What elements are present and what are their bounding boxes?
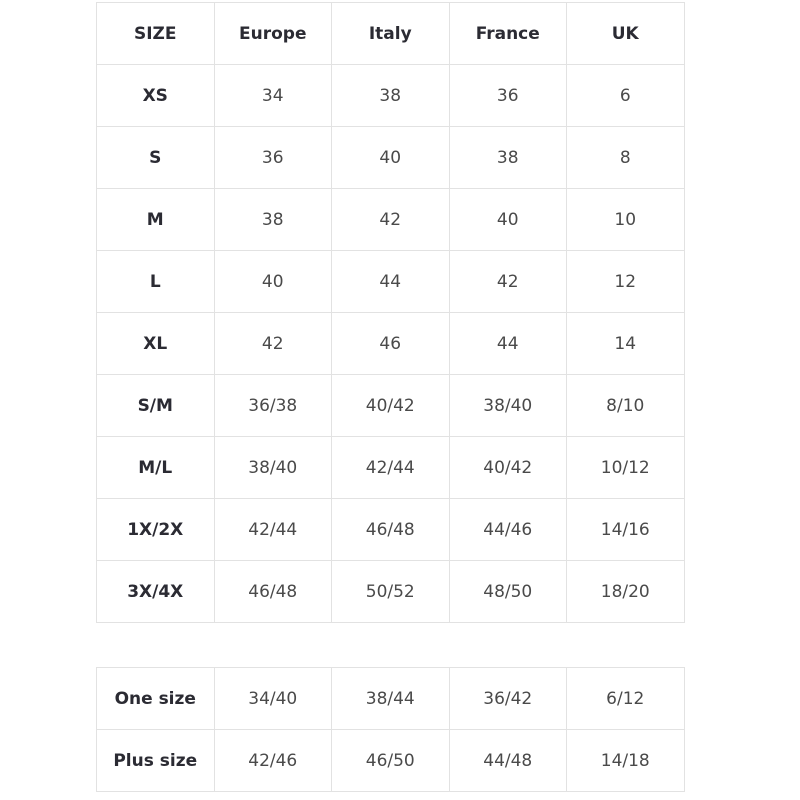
size-value-cell: 36 — [448, 64, 567, 127]
size-value-cell: 42 — [331, 188, 450, 251]
size-value-cell: 44/46 — [448, 498, 567, 561]
size-label-cell: S/M — [96, 374, 215, 437]
size-value-cell: 46/48 — [331, 498, 450, 561]
size-value-cell: 50/52 — [331, 560, 450, 623]
size-value-cell: 18/20 — [566, 560, 685, 623]
size-value-cell: 40 — [331, 126, 450, 189]
column-header: SIZE — [96, 2, 215, 65]
size-label-cell: 1X/2X — [96, 498, 215, 561]
one-plus-size-table: One size 34/40 38/44 36/42 6/12 Plus size 42/4… — [96, 667, 685, 792]
table-row: 1X/2X 42/44 46/48 44/46 14/16 — [96, 498, 685, 561]
table-row: M 38 42 40 10 — [96, 188, 685, 251]
size-value-cell: 36/42 — [448, 667, 567, 730]
size-value-cell: 6/12 — [566, 667, 685, 730]
column-header: France — [448, 2, 567, 65]
size-value-cell: 8 — [566, 126, 685, 189]
size-conversion-table: SIZE Europe Italy France UK XS 34 38 36 6 S 36 40 38 8… — [96, 2, 685, 623]
size-value-cell: 40/42 — [448, 436, 567, 499]
size-value-cell: 8/10 — [566, 374, 685, 437]
size-value-cell: 38/40 — [213, 436, 332, 499]
size-value-cell: 12 — [566, 250, 685, 313]
column-header: UK — [566, 2, 685, 65]
size-value-cell: 36 — [213, 126, 332, 189]
size-value-cell: 46/48 — [213, 560, 332, 623]
size-value-cell: 42/46 — [213, 729, 332, 792]
size-value-cell: 44/48 — [448, 729, 567, 792]
size-value-cell: 38 — [331, 64, 450, 127]
size-value-cell: 14 — [566, 312, 685, 375]
size-value-cell: 40/42 — [331, 374, 450, 437]
size-value-cell: 44 — [331, 250, 450, 313]
size-value-cell: 14/18 — [566, 729, 685, 792]
size-value-cell: 46 — [331, 312, 450, 375]
column-header: Europe — [213, 2, 332, 65]
size-value-cell: 14/16 — [566, 498, 685, 561]
size-value-cell: 34/40 — [213, 667, 332, 730]
column-header: Italy — [331, 2, 450, 65]
size-value-cell: 42 — [448, 250, 567, 313]
size-label-cell: One size — [96, 667, 215, 730]
table-row: XL 42 46 44 14 — [96, 312, 685, 375]
size-label-cell: S — [96, 126, 215, 189]
table-row: Plus size 42/46 46/50 44/48 14/18 — [96, 729, 685, 792]
size-label-cell: 3X/4X — [96, 560, 215, 623]
size-value-cell: 42/44 — [331, 436, 450, 499]
table-row: L 40 44 42 12 — [96, 250, 685, 313]
table-row: One size 34/40 38/44 36/42 6/12 — [96, 667, 685, 730]
size-value-cell: 40 — [213, 250, 332, 313]
size-value-cell: 48/50 — [448, 560, 567, 623]
size-value-cell: 42 — [213, 312, 332, 375]
size-value-cell: 36/38 — [213, 374, 332, 437]
size-label-cell: Plus size — [96, 729, 215, 792]
size-label-cell: L — [96, 250, 215, 313]
table-row: XS 34 38 36 6 — [96, 64, 685, 127]
size-value-cell: 38 — [448, 126, 567, 189]
size-value-cell: 44 — [448, 312, 567, 375]
size-label-cell: M — [96, 188, 215, 251]
size-value-cell: 38/40 — [448, 374, 567, 437]
size-value-cell: 10 — [566, 188, 685, 251]
size-value-cell: 6 — [566, 64, 685, 127]
size-value-cell: 46/50 — [331, 729, 450, 792]
table-row: S 36 40 38 8 — [96, 126, 685, 189]
table-row: S/M 36/38 40/42 38/40 8/10 — [96, 374, 685, 437]
size-value-cell: 38 — [213, 188, 332, 251]
size-value-cell: 34 — [213, 64, 332, 127]
size-label-cell: XS — [96, 64, 215, 127]
size-label-cell: M/L — [96, 436, 215, 499]
table-row: 3X/4X 46/48 50/52 48/50 18/20 — [96, 560, 685, 623]
table-row: M/L 38/40 42/44 40/42 10/12 — [96, 436, 685, 499]
size-value-cell: 40 — [448, 188, 567, 251]
size-value-cell: 42/44 — [213, 498, 332, 561]
size-label-cell: XL — [96, 312, 215, 375]
header-row: SIZE Europe Italy France UK — [96, 2, 685, 65]
size-value-cell: 38/44 — [331, 667, 450, 730]
size-value-cell: 10/12 — [566, 436, 685, 499]
